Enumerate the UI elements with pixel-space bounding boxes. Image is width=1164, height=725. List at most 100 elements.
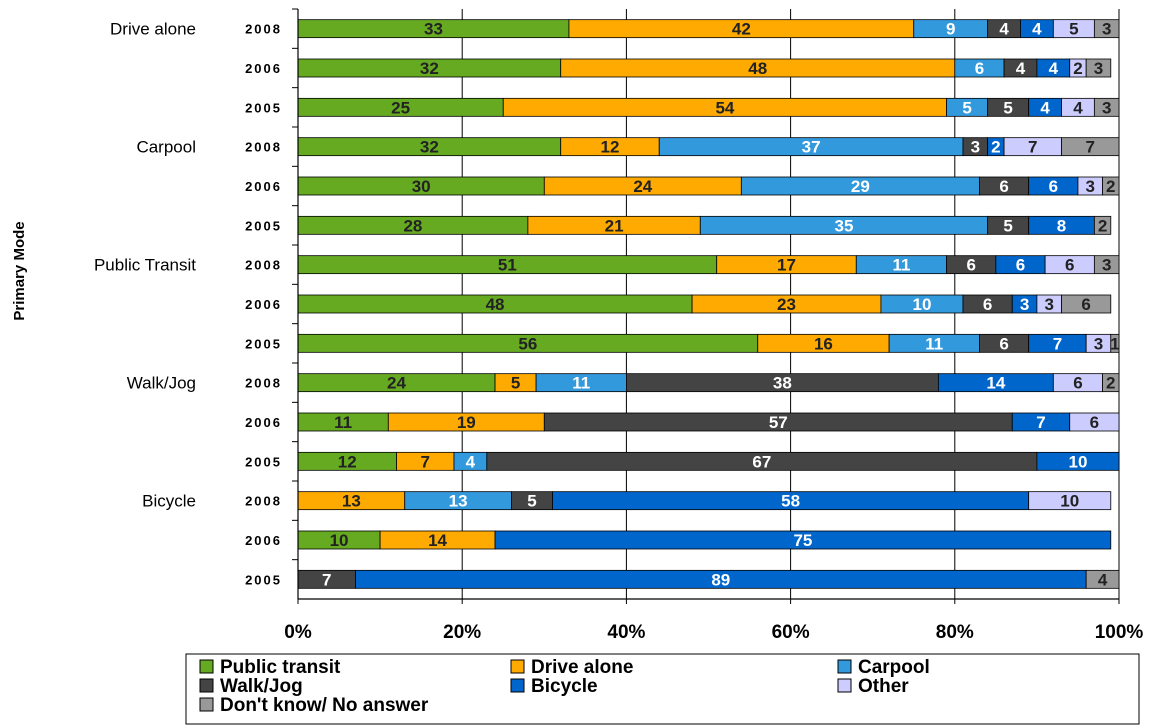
data-label: 28 [403, 216, 422, 235]
year-label: 2005 [245, 454, 282, 469]
data-label: 2 [1098, 216, 1107, 235]
data-label: 19 [457, 413, 476, 432]
bar-segment [1085, 569, 1120, 589]
data-label: 48 [748, 59, 767, 78]
bar-segment [1110, 333, 1120, 353]
axes [297, 9, 1119, 600]
data-label: 5 [1069, 20, 1078, 39]
group-label: Carpool [136, 138, 196, 157]
legend-swatch [837, 678, 852, 693]
legend-swatch [199, 697, 214, 712]
bar-segment [1102, 373, 1120, 393]
data-label: 32 [420, 59, 439, 78]
bar-segment [494, 530, 1112, 550]
data-label: 7 [1086, 138, 1095, 157]
data-label: 6 [1016, 256, 1025, 275]
data-label: 4 [1016, 59, 1026, 78]
data-label: 3 [1102, 256, 1111, 275]
data-label: 24 [387, 374, 406, 393]
group-label: Public Transit [94, 256, 196, 275]
bar-segment [1028, 491, 1112, 511]
data-label: 14 [428, 531, 447, 550]
data-label: 56 [518, 334, 537, 353]
data-label: 51 [498, 256, 517, 275]
year-label: 2005 [245, 218, 282, 233]
legend-swatch [837, 659, 852, 674]
data-label: 10 [1068, 452, 1087, 471]
data-label: 4 [1049, 59, 1059, 78]
data-label: 67 [752, 452, 771, 471]
data-label: 3 [1086, 177, 1095, 196]
data-label: 6 [1065, 256, 1074, 275]
year-label: 2005 [245, 100, 282, 115]
year-label: 2008 [245, 494, 282, 509]
bar-segment [1102, 176, 1120, 196]
data-label: 4 [466, 452, 476, 471]
bar-segment [1085, 58, 1112, 78]
year-label: 2008 [245, 22, 282, 37]
x-tick-label: 60% [772, 622, 810, 643]
year-label: 2008 [245, 258, 282, 273]
data-label: 10 [912, 295, 931, 314]
data-label: 12 [338, 452, 357, 471]
legend-entry: Walk/Jog [220, 676, 303, 697]
data-label: 10 [1060, 492, 1079, 511]
y-axis-title: Primary Mode [11, 221, 28, 320]
data-label: 54 [715, 98, 734, 117]
legend-swatch [199, 659, 214, 674]
x-tick-label: 40% [607, 622, 645, 643]
data-label: 58 [781, 492, 800, 511]
data-label: 37 [802, 138, 821, 157]
data-label: 6 [1081, 295, 1090, 314]
data-label: 3 [1044, 295, 1053, 314]
data-label: 6 [975, 59, 984, 78]
bar-segment [1093, 19, 1120, 39]
data-label: 32 [420, 138, 439, 157]
data-label: 57 [769, 413, 788, 432]
data-label: 6 [966, 256, 975, 275]
data-label: 2 [1106, 374, 1115, 393]
data-label: 2 [1106, 177, 1115, 196]
group-label: Drive alone [110, 20, 196, 39]
data-label: 5 [962, 98, 971, 117]
year-label: 2005 [245, 336, 282, 351]
data-label: 8 [1057, 216, 1066, 235]
data-label: 3 [971, 138, 980, 157]
data-label: 2 [991, 138, 1000, 157]
data-label: 89 [711, 570, 730, 589]
data-label: 4 [1073, 98, 1083, 117]
data-label: 30 [412, 177, 431, 196]
year-label: 2006 [245, 61, 282, 76]
data-label: 6 [1073, 374, 1082, 393]
bar-segment [1093, 215, 1112, 235]
year-label: 2008 [245, 140, 282, 155]
data-label: 6 [1049, 177, 1058, 196]
data-label: 42 [732, 20, 751, 39]
data-label: 4 [1098, 570, 1108, 589]
data-label: 7 [1053, 334, 1062, 353]
data-label: 11 [334, 413, 352, 432]
group-label: Bicycle [142, 492, 196, 511]
bar-segment [1061, 294, 1112, 314]
legend-swatch [510, 659, 525, 674]
data-label: 7 [322, 570, 331, 589]
data-label: 16 [814, 334, 833, 353]
data-label: 6 [1090, 413, 1099, 432]
legend-box [185, 653, 1140, 725]
x-tick-labels: 0% 20% 40% 60% 80% 100% [284, 599, 1143, 643]
legend-entry: Bicycle [531, 676, 598, 697]
data-label: 38 [773, 374, 792, 393]
year-label: 2006 [245, 533, 282, 548]
data-label: 1 [1110, 334, 1119, 353]
data-label: 9 [946, 20, 955, 39]
data-label: 35 [835, 216, 854, 235]
data-label: 2 [1073, 59, 1082, 78]
data-label: 5 [1003, 216, 1012, 235]
x-tick-label: 0% [284, 622, 312, 643]
group-label: Walk/Jog [127, 374, 196, 393]
data-label: 11 [892, 256, 910, 275]
data-label: 3 [1020, 295, 1029, 314]
legend-swatch [199, 678, 214, 693]
data-label: 23 [777, 295, 796, 314]
